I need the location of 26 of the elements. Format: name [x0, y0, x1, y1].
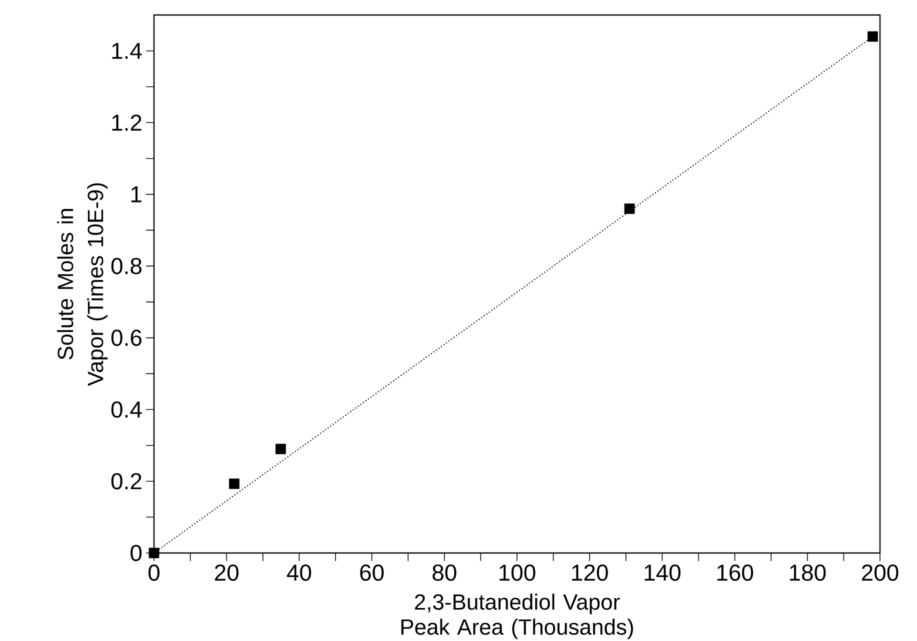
x-tick-label: 120 — [572, 564, 608, 581]
x-tick-label: 80 — [432, 564, 456, 581]
point — [148, 548, 160, 558]
x-tick-label: 180 — [790, 564, 826, 581]
x-tick-label: 200 — [862, 564, 898, 581]
x-tick-label: 40 — [286, 564, 312, 581]
x-tick-label: 20 — [214, 564, 239, 581]
x-tick-label: 100 — [500, 564, 536, 581]
y-axis-title: Solute Moles in Vapor (Times 10E-9) — [57, 183, 108, 386]
x-tick-label: 160 — [717, 564, 754, 581]
y-tick-label: 1.4 — [112, 42, 142, 59]
point — [229, 478, 240, 489]
y-tick-label: 0.2 — [111, 473, 142, 490]
x-tick-label: 0 — [148, 564, 160, 581]
x-tick-label: 60 — [360, 564, 384, 581]
x-axis-title: 2,3-Butanediol Vapor Peak Area (Thousands) — [401, 594, 633, 640]
point — [868, 31, 878, 42]
y-tick-label: 0.4 — [111, 401, 142, 418]
y-tick-label: 0.6 — [111, 330, 142, 346]
y-tick-label: 1 — [131, 186, 142, 202]
y-tick-label: 0.8 — [111, 258, 142, 274]
point — [275, 444, 286, 454]
point — [624, 203, 635, 214]
y-tick-label: 0 — [130, 544, 142, 562]
y-tick-label: 1.2 — [112, 114, 142, 131]
x-tick-label: 140 — [644, 564, 680, 581]
